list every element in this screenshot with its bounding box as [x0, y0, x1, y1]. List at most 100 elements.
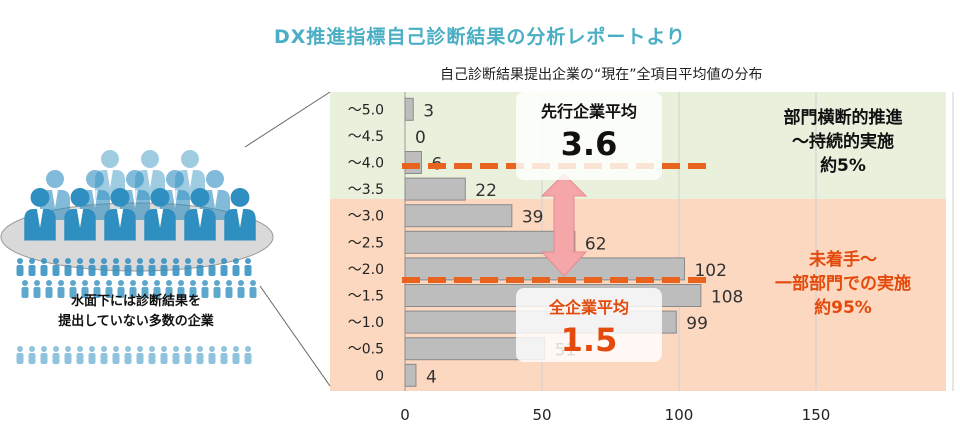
crowd-caption-line: 水面下には診断結果を [70, 294, 201, 309]
small-person-icon [237, 280, 245, 298]
connector-line-bottom [259, 285, 331, 387]
small-person-icon [112, 258, 120, 276]
category-label: ～2.5 [348, 235, 384, 251]
category-label: ～1.5 [348, 289, 384, 305]
small-person-icon [232, 346, 240, 364]
lower-note-line: 約95% [814, 298, 872, 318]
person-icon [24, 188, 56, 241]
small-person-icon [112, 346, 120, 364]
value-label: 108 [711, 288, 743, 308]
value-label: 22 [475, 181, 497, 201]
small-person-icon [213, 280, 221, 298]
crowd-caption-line: 提出していない多数の企業 [58, 314, 214, 329]
category-label: ～4.5 [348, 129, 384, 145]
small-person-icon [136, 346, 144, 364]
connector-line-top [244, 91, 331, 148]
category-label: ～3.0 [348, 209, 384, 225]
small-person-icon [105, 280, 113, 298]
x-tick-label: 100 [665, 406, 694, 424]
page-title: DX推進指標自己診断結果の分析レポートより [273, 26, 687, 48]
small-person-icon [28, 346, 36, 364]
small-person-icon [220, 346, 228, 364]
chart-subtitle: 自己診断結果提出企業の“現在”全項目平均値の分布 [440, 67, 763, 83]
x-tick-label: 150 [802, 406, 831, 424]
small-person-icon [196, 346, 204, 364]
small-person-icon [76, 346, 84, 364]
all-average-label: 全企業平均 [548, 298, 629, 317]
lower-note-line: 未着手～ [809, 250, 877, 270]
leader-average-label: 先行企業平均 [540, 102, 637, 121]
small-person-icon [129, 280, 137, 298]
small-person-icon [21, 280, 29, 298]
small-person-icon [88, 258, 96, 276]
small-person-icon [117, 280, 125, 298]
upper-note-line: ～持続的実施 [792, 132, 894, 152]
small-person-icon [16, 258, 24, 276]
chart-category-labels: ～5.0 ～4.5 ～4.0 ～3.5 ～3.0 ～2.5 ～2.0 ～1.5 ～1.0 ～0.5… [348, 102, 384, 384]
small-person-icon [232, 258, 240, 276]
value-label: 39 [522, 208, 544, 228]
small-person-icon [165, 280, 173, 298]
person-icon [224, 188, 256, 241]
small-person-icon [160, 346, 168, 364]
small-person-icon [52, 346, 60, 364]
crowd-caption: 水面下には診断結果を 提出していない多数の企業 [18, 292, 254, 332]
person-icon [104, 188, 136, 241]
small-person-icon [100, 258, 108, 276]
category-label: ～1.0 [348, 315, 384, 331]
small-person-icon [88, 346, 96, 364]
value-label: 0 [415, 128, 426, 148]
category-label: ～5.0 [348, 102, 384, 118]
double-arrow-icon [540, 173, 588, 277]
category-label: ～3.5 [348, 182, 384, 198]
small-person-icon [148, 258, 156, 276]
small-person-icon [196, 258, 204, 276]
upper-zone-note: 部門横断的推進 ～持続的実施 約5% [748, 106, 938, 178]
small-person-icon [76, 258, 84, 276]
bar [404, 177, 466, 201]
small-person-icon [33, 280, 41, 298]
bar [404, 151, 422, 174]
small-person-icon [184, 346, 192, 364]
small-person-icon [100, 346, 108, 364]
x-tick-label: 0 [400, 406, 410, 424]
small-person-icon [64, 258, 72, 276]
small-person-icon [201, 280, 209, 298]
bar [404, 257, 685, 281]
value-label: 3 [423, 101, 434, 121]
small-person-icon [244, 258, 252, 276]
value-label: 99 [686, 314, 708, 334]
lower-note-line: 一部部門での実施 [775, 274, 911, 294]
all-average-callout: 全企業平均 1.5 [516, 288, 662, 362]
small-person-icon [45, 280, 53, 298]
chart-x-ticks: 0 50 100 150 [400, 406, 830, 424]
small-person-icon [208, 346, 216, 364]
lower-zone-note: 未着手～ 一部部門での実施 約95% [748, 248, 938, 320]
small-person-icon [220, 258, 228, 276]
small-person-icon [225, 280, 233, 298]
small-person-icon [177, 280, 185, 298]
small-person-icon [69, 280, 77, 298]
small-person-icon [148, 346, 156, 364]
bar [404, 97, 414, 121]
small-person-icon [244, 346, 252, 364]
small-person-icon [40, 258, 48, 276]
value-label: 4 [426, 367, 437, 387]
upper-note-line: 部門横断的推進 [783, 108, 903, 128]
value-label: 102 [694, 261, 726, 281]
x-tick-label: 50 [532, 406, 551, 424]
small-person-icon [124, 258, 132, 276]
small-person-icon [93, 280, 101, 298]
small-person-icon [40, 346, 48, 364]
small-person-icon [16, 346, 24, 364]
category-label: ～0.5 [348, 342, 384, 358]
all-average-value: 1.5 [560, 321, 618, 359]
small-person-icon [81, 280, 89, 298]
small-person-icon [52, 258, 60, 276]
person-icon [64, 188, 96, 241]
small-person-icon [172, 346, 180, 364]
bar [404, 230, 576, 254]
upper-note-line: 約5% [820, 156, 866, 176]
small-person-icon [57, 280, 65, 298]
